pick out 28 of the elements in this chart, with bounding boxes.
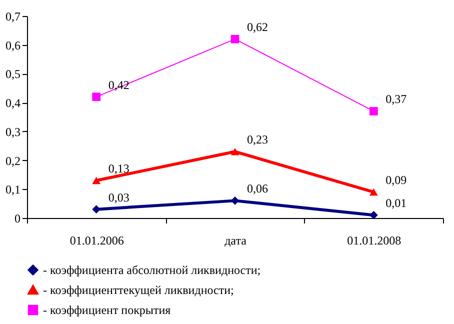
y-tick-label: 0,5 — [6, 67, 20, 82]
data-label: 0,13 — [108, 161, 130, 176]
y-tick-label: 0,1 — [6, 182, 20, 197]
data-label: 0,62 — [247, 20, 268, 34]
x-tick-label: 01.01.2006 — [70, 234, 124, 248]
legend-label: - коэффициента абсолютной ликвидности; — [43, 263, 261, 277]
x-tick-label: 01.01.2008 — [347, 234, 402, 248]
data-label: 0,03 — [108, 190, 130, 204]
y-tick-label: 0,7 — [6, 10, 20, 24]
y-tick-label: 0,3 — [6, 124, 20, 139]
data-label: 0,37 — [386, 92, 407, 106]
point — [92, 92, 101, 101]
point — [369, 107, 378, 116]
point — [369, 188, 378, 196]
data-label: 0,06 — [247, 182, 268, 196]
y-tick-label: 0,6 — [6, 38, 20, 52]
x-tick-label: дата — [224, 234, 248, 248]
y-tick-label: 0,4 — [6, 96, 20, 110]
point — [230, 34, 240, 44]
data-label: 0,23 — [247, 132, 268, 147]
legend-label: - коэффициенттекущей ликвидности; — [43, 283, 234, 297]
data-label: 0,01 — [386, 196, 407, 210]
point — [230, 148, 240, 156]
y-tick-label: 0,2 — [6, 154, 20, 168]
data-label: 0,09 — [386, 173, 407, 188]
point — [92, 176, 101, 184]
y-tick-label: 0 — [14, 212, 20, 226]
legend-label: - коэффициент покрытия — [43, 303, 172, 317]
